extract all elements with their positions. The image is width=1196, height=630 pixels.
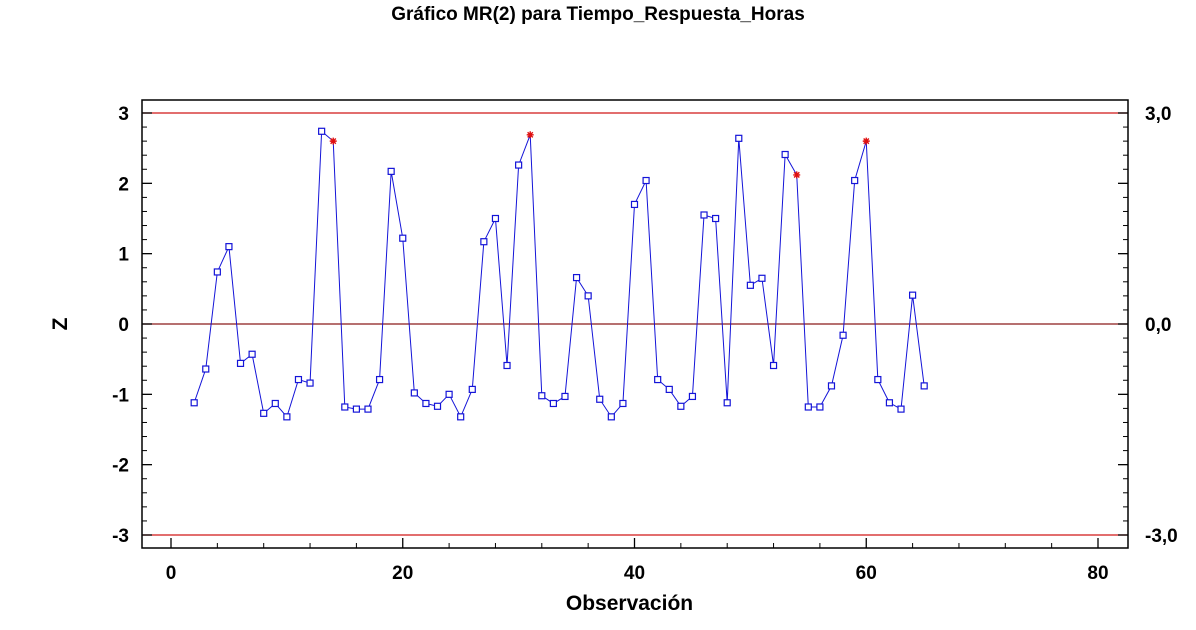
control-limit-label: 3,0	[1145, 104, 1171, 125]
data-point-marker	[908, 291, 917, 299]
data-point-marker	[665, 385, 673, 394]
x-axis: 0 20 40 60 80	[166, 538, 1109, 584]
series-line	[193, 130, 925, 419]
y-tick-label: -2	[112, 456, 129, 477]
data-point-marker	[851, 176, 859, 185]
x-tick-label: 80	[1087, 563, 1108, 584]
data-point-marker	[491, 214, 500, 223]
x-tick-label: 0	[166, 563, 177, 584]
data-point-marker	[341, 403, 349, 411]
data-point-marker	[445, 390, 453, 398]
right-axis-ticks: 3,0 0,0 -3,0	[1145, 104, 1178, 547]
data-point-marker	[816, 403, 824, 411]
data-point-marker	[781, 150, 789, 159]
data-point-marker	[248, 350, 256, 358]
data-point-marker	[283, 413, 291, 421]
data-point-marker	[422, 399, 430, 408]
x-tick-label: 40	[624, 563, 645, 584]
data-point-marker	[225, 243, 233, 251]
data-point-marker	[630, 200, 639, 209]
data-point-marker	[503, 361, 511, 370]
data-point-marker	[515, 161, 523, 169]
data-point-marker	[538, 392, 546, 400]
chart-title: Gráfico MR(2) para Tiempo_Respuesta_Hora…	[391, 4, 805, 25]
flagged-point-marker	[526, 131, 534, 139]
y-axis-title: Z	[49, 317, 72, 330]
flagged-point-marker	[793, 171, 801, 179]
control-limit-lines	[143, 112, 1127, 536]
data-point-marker	[561, 392, 569, 401]
data-point-marker	[387, 167, 395, 175]
data-point-marker	[874, 375, 882, 384]
series-line-group	[193, 130, 925, 419]
data-point-marker	[549, 399, 557, 408]
y-tick-label: 0	[118, 315, 129, 336]
data-point-marker	[607, 413, 615, 421]
data-point-marker	[839, 331, 847, 339]
data-point-marker	[375, 375, 384, 384]
data-point-marker	[619, 399, 627, 408]
data-point-marker	[746, 281, 754, 289]
data-point-marker	[596, 395, 604, 403]
flagged-point-marker	[862, 137, 870, 145]
data-point-marker	[700, 211, 708, 219]
y-tick-label: 1	[118, 245, 129, 266]
y-axis: 3 2 1 0 -1 -2 -3	[112, 104, 1128, 547]
data-point-marker	[758, 274, 766, 282]
data-point-marker	[294, 375, 303, 384]
data-point-marker	[213, 268, 221, 276]
y-tick-label: -3	[112, 526, 129, 547]
data-point-marker	[306, 379, 314, 387]
control-limit-label: -3,0	[1145, 526, 1178, 547]
data-point-marker	[190, 399, 198, 407]
data-point-marker	[572, 273, 581, 282]
y-tick-label: 3	[118, 104, 129, 125]
data-point-marker	[723, 399, 731, 407]
y-tick-label: -1	[112, 385, 129, 406]
data-point-marker	[202, 365, 210, 373]
data-point-marker	[920, 382, 928, 390]
data-point-marker	[399, 234, 407, 242]
data-point-marker	[654, 375, 662, 384]
data-point-marker	[364, 405, 372, 413]
data-markers	[190, 127, 928, 421]
data-point-marker	[769, 361, 778, 370]
data-point-marker	[410, 389, 418, 397]
data-point-marker	[457, 413, 465, 421]
data-point-marker	[271, 399, 279, 408]
data-point-marker	[352, 405, 360, 413]
data-point-marker	[688, 392, 697, 401]
data-point-marker	[677, 402, 685, 410]
control-limit-label: 0,0	[1145, 315, 1171, 336]
data-point-marker	[885, 399, 894, 407]
data-point-marker	[804, 403, 812, 411]
data-point-marker	[897, 405, 905, 413]
data-point-marker	[712, 214, 720, 223]
data-point-marker	[433, 402, 442, 410]
data-point-marker	[236, 359, 245, 367]
x-axis-title: Observación	[566, 592, 693, 615]
x-tick-label: 20	[392, 563, 413, 584]
data-point-marker	[735, 134, 743, 142]
data-point-marker	[584, 292, 592, 300]
data-point-marker	[827, 382, 836, 390]
x-tick-label: 60	[856, 563, 877, 584]
data-point-marker	[260, 409, 268, 417]
flagged-point-marker	[329, 137, 337, 145]
data-point-marker	[642, 176, 650, 185]
data-point-marker	[468, 385, 476, 394]
data-point-marker	[318, 127, 326, 135]
data-point-marker	[480, 238, 488, 246]
y-tick-label: 2	[118, 174, 129, 195]
